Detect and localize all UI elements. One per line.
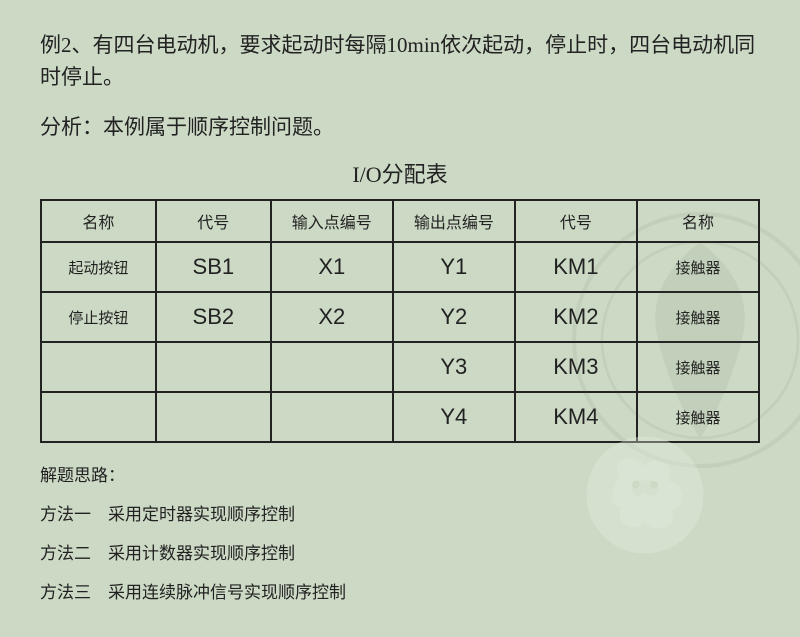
cell: 接触器 — [637, 242, 759, 292]
header-cell: 输入点编号 — [271, 200, 393, 242]
cell — [271, 392, 393, 442]
cell: X2 — [271, 292, 393, 342]
method-item: 方法二 采用计数器实现顺序控制 — [40, 539, 760, 564]
cell — [41, 392, 156, 442]
header-cell: 名称 — [637, 200, 759, 242]
cell: Y3 — [393, 342, 515, 392]
slide-content: 例2、有四台电动机，要求起动时每隔10min依次起动，停止时，四台电动机同时停止… — [0, 0, 800, 637]
method-item: 方法一 采用定时器实现顺序控制 — [40, 500, 760, 525]
cell: Y4 — [393, 392, 515, 442]
table-row: Y4 KM4 接触器 — [41, 392, 759, 442]
table-row: 停止按钮 SB2 X2 Y2 KM2 接触器 — [41, 292, 759, 342]
cell: 起动按钮 — [41, 242, 156, 292]
solution-title: 解题思路： — [40, 461, 760, 486]
cell: Y2 — [393, 292, 515, 342]
cell — [41, 342, 156, 392]
cell: SB2 — [156, 292, 271, 342]
cell — [156, 392, 271, 442]
method-item: 方法三 采用连续脉冲信号实现顺序控制 — [40, 578, 760, 603]
cell: X1 — [271, 242, 393, 292]
cell — [271, 342, 393, 392]
cell: 接触器 — [637, 392, 759, 442]
cell: Y1 — [393, 242, 515, 292]
cell: KM1 — [515, 242, 637, 292]
cell: 接触器 — [637, 292, 759, 342]
header-cell: 代号 — [156, 200, 271, 242]
table-title: I/O分配表 — [40, 157, 760, 189]
io-allocation-table: 名称 代号 输入点编号 输出点编号 代号 名称 起动按钮 SB1 X1 Y1 K… — [40, 199, 760, 443]
header-cell: 代号 — [515, 200, 637, 242]
problem-statement: 例2、有四台电动机，要求起动时每隔10min依次起动，停止时，四台电动机同时停止… — [40, 30, 760, 93]
cell: KM4 — [515, 392, 637, 442]
cell: KM3 — [515, 342, 637, 392]
header-cell: 输出点编号 — [393, 200, 515, 242]
table-row: 起动按钮 SB1 X1 Y1 KM1 接触器 — [41, 242, 759, 292]
cell: 停止按钮 — [41, 292, 156, 342]
cell: 接触器 — [637, 342, 759, 392]
header-cell: 名称 — [41, 200, 156, 242]
analysis-text: 分析：本例属于顺序控制问题。 — [40, 111, 760, 141]
cell: SB1 — [156, 242, 271, 292]
table-header-row: 名称 代号 输入点编号 输出点编号 代号 名称 — [41, 200, 759, 242]
cell — [156, 342, 271, 392]
cell: KM2 — [515, 292, 637, 342]
table-row: Y3 KM3 接触器 — [41, 342, 759, 392]
